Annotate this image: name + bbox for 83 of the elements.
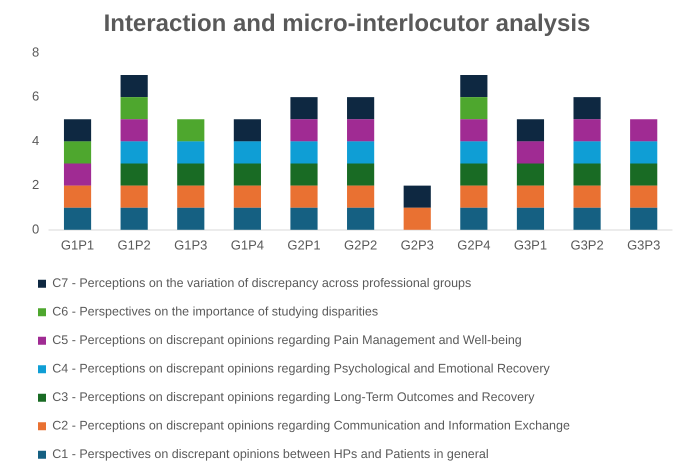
bar <box>516 163 544 186</box>
bar <box>516 119 544 142</box>
y-tick-label: 4 <box>32 132 40 148</box>
bar <box>404 208 431 230</box>
bar <box>120 208 148 230</box>
chart-title: Interaction and micro-interlocutor analysis <box>104 10 590 38</box>
bar <box>460 141 488 164</box>
bar <box>573 119 601 142</box>
legend-label: C5 - Perceptions on discrepant opinions regarding Pain Management and Well-being <box>52 333 522 348</box>
bar <box>347 208 374 230</box>
bar <box>630 186 658 208</box>
x-tick-label: G3P2 <box>570 237 604 252</box>
x-tick-label: G2P3 <box>400 237 434 252</box>
bar <box>290 186 318 208</box>
bar <box>120 97 148 120</box>
bar <box>64 119 92 142</box>
bar <box>177 186 204 208</box>
legend-label: C2 - Perceptions on discrepant opinions regarding Communication and Information Exchange <box>52 418 570 433</box>
bar <box>460 97 488 120</box>
bar <box>347 163 374 186</box>
bar <box>630 208 658 230</box>
legend-label: C7 - Perceptions on the variation of discrepancy across professional groups <box>52 276 472 290</box>
bar <box>573 97 601 120</box>
bar <box>64 141 92 164</box>
legend-label: C3 - Perceptions on discrepant opinions regarding Long-Term Outcomes and Recovery <box>52 390 536 404</box>
legend-label: C6 - Perspectives on the importance of studying disparities <box>52 304 378 319</box>
bar <box>516 141 544 164</box>
y-tick-label: 2 <box>32 177 40 192</box>
bar <box>573 186 601 208</box>
bar <box>64 208 92 230</box>
bar <box>234 119 261 142</box>
x-tick-label: G1P1 <box>60 237 94 252</box>
x-tick-label: G3P1 <box>514 237 548 252</box>
bar <box>630 119 658 142</box>
y-tick-label: 6 <box>32 88 40 104</box>
bar <box>347 141 374 164</box>
y-tick-label: 8 <box>32 44 40 60</box>
x-tick-label: G3P3 <box>627 237 660 252</box>
legend-label: C4 - Perceptions on discrepant opinions regarding Psychological and Emotional Recovery <box>52 362 550 376</box>
x-tick-label: G2P4 <box>457 237 490 252</box>
bar <box>404 186 431 208</box>
bar <box>460 119 488 142</box>
bar <box>177 119 204 142</box>
bar <box>290 119 318 142</box>
legend-label: C1 - Perspectives on discrepant opinions between HPs and Patients in general <box>52 447 489 462</box>
bar <box>347 119 374 142</box>
bar <box>120 141 148 164</box>
bar <box>573 208 601 230</box>
bar <box>460 163 488 186</box>
bar <box>234 186 261 208</box>
bar <box>460 74 488 98</box>
bar <box>234 208 261 230</box>
y-tick-label: 0 <box>32 221 40 236</box>
bar <box>290 208 318 230</box>
bar <box>177 141 204 164</box>
bar <box>64 163 92 186</box>
bar <box>64 186 92 208</box>
bar <box>516 208 544 230</box>
bar <box>347 186 374 208</box>
x-tick-label: G1P4 <box>230 237 264 252</box>
x-tick-label: G2P2 <box>344 237 378 252</box>
bar <box>120 74 148 98</box>
bar <box>460 208 488 230</box>
bar <box>120 119 148 142</box>
bar <box>290 97 318 120</box>
bar <box>290 141 318 164</box>
x-tick-label: G2P1 <box>287 237 321 252</box>
bar <box>630 163 658 186</box>
bar <box>460 186 488 208</box>
bar <box>573 163 601 186</box>
bar <box>347 97 374 120</box>
bar <box>234 163 261 186</box>
bar <box>120 186 148 208</box>
bar <box>234 141 261 164</box>
bar <box>630 141 658 164</box>
bar <box>516 186 544 208</box>
bar <box>177 208 204 230</box>
bar <box>290 163 318 186</box>
bar <box>177 163 204 186</box>
bar <box>573 141 601 164</box>
x-tick-label: G1P3 <box>174 237 208 252</box>
x-tick-label: G1P2 <box>118 237 151 252</box>
bar <box>120 163 148 186</box>
